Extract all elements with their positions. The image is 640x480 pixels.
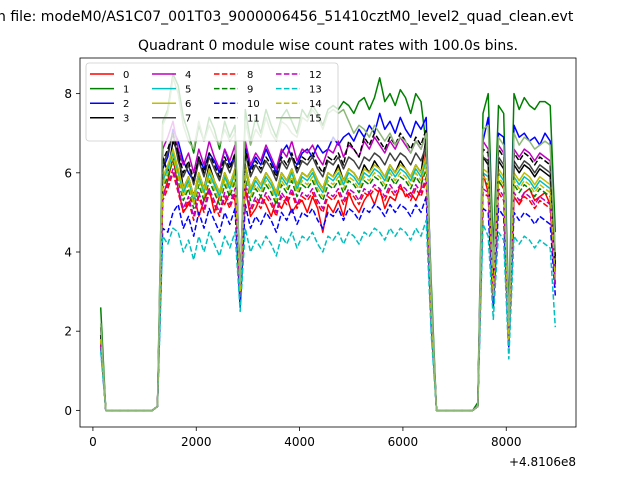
y-axis: 0 2 4 6 8 [64,87,80,418]
legend-label-14: 14 [309,99,322,110]
y-tick-label: 0 [64,404,72,418]
legend-label-13: 13 [309,84,322,95]
x-tick-label: 6000 [388,435,419,449]
legend-label-15: 15 [309,114,322,125]
legend-label-0: 0 [123,70,129,81]
y-tick-label: 8 [64,87,72,101]
x-tick-label: 4000 [284,435,315,449]
series-line-14 [99,156,557,412]
legend-label-12: 12 [309,70,322,81]
x-axis: 0 2000 4000 6000 8000 [89,427,522,449]
chart-title: Quadrant 0 module wise count rates with … [138,38,518,54]
legend-label-5: 5 [185,84,191,95]
y-tick-label: 4 [64,246,72,260]
legend-label-9: 9 [247,84,253,95]
legend-label-11: 11 [247,114,260,125]
legend-label-8: 8 [247,70,253,81]
x-tick-label: 2000 [181,435,212,449]
x-axis-offset-label: +4.8106e8 [509,455,576,469]
x-tick-label: 0 [89,435,97,449]
legend-label-2: 2 [123,99,129,110]
legend-label-6: 6 [185,99,191,110]
figure-suptitle: n file: modeM0/AS1C07_001T03_9000006456_… [0,9,574,25]
x-tick-label: 8000 [491,435,522,449]
legend-label-7: 7 [185,114,191,125]
legend-label-3: 3 [123,114,129,125]
legend-frame [85,62,339,142]
y-tick-label: 2 [64,325,72,339]
y-tick-label: 6 [64,166,72,180]
axes-border [79,57,577,428]
legend-label-1: 1 [123,84,129,95]
legend-label-10: 10 [247,99,260,110]
legend-label-4: 4 [185,70,191,81]
series-line-11 [99,128,557,412]
